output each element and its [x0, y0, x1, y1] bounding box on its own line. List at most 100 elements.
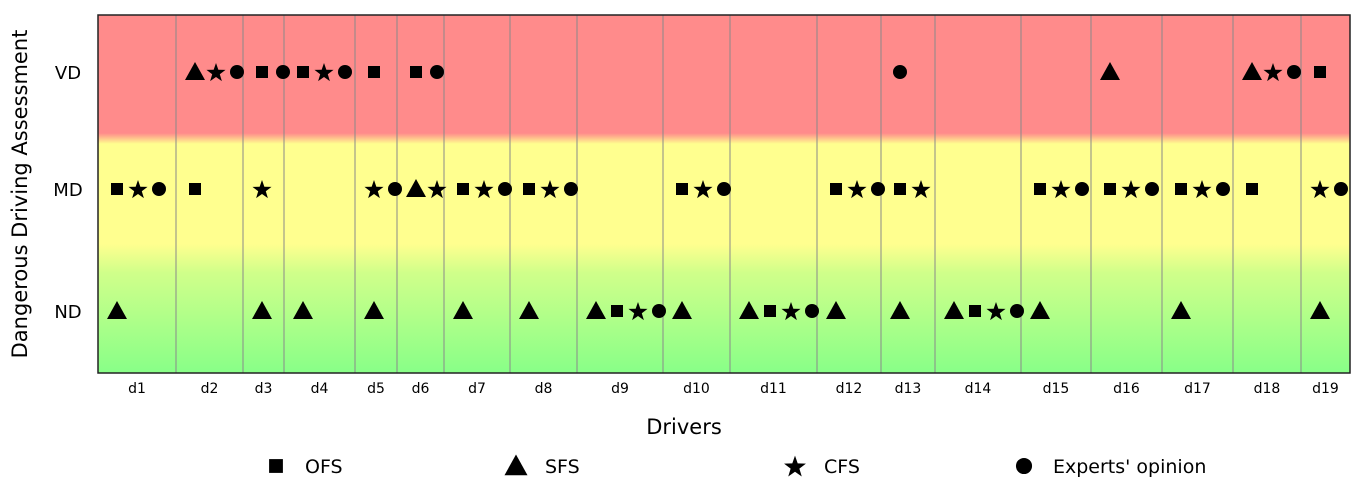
marker-d13-triangle [890, 301, 910, 319]
marker-d14-square [969, 305, 981, 317]
x-tick-d7: d7 [468, 381, 486, 397]
y-axis-label: Dangerous Driving Assessment [8, 30, 32, 359]
marker-d11-triangle [739, 301, 759, 319]
marker-d6-star [427, 180, 447, 199]
marker-d15-star [1051, 180, 1071, 199]
y-tick-nd: ND [54, 302, 81, 323]
x-tick-labels: d1 d2 d3 d4 d5 d6 d7 d8 d9 d10 d11 d12 d13 d14 d15 d16 d… [128, 381, 1339, 397]
x-tick-d9: d9 [611, 381, 629, 397]
marker-d16-circle [1145, 182, 1159, 196]
marker-d10-star [693, 180, 713, 199]
legend: OFS SFS CFS Experts' opinion [269, 454, 1206, 478]
marker-d9-star [628, 302, 648, 321]
marker-d18-star [1263, 63, 1283, 82]
x-tick-d2: d2 [201, 381, 219, 397]
marker-d1-square [111, 183, 123, 195]
marker-d16-star [1121, 180, 1141, 199]
marker-d17-star [1192, 180, 1212, 199]
marker-d5-square [368, 66, 380, 78]
marker-d18-circle [1287, 65, 1301, 79]
legend-label-star: CFS [824, 456, 860, 478]
marker-d6-square [410, 66, 422, 78]
marker-d15-triangle [1030, 301, 1050, 319]
marker-d12-square [830, 183, 842, 195]
marker-d1-triangle [107, 301, 127, 319]
marker-d8-star [540, 180, 560, 199]
legend-label-triangle: SFS [545, 456, 580, 478]
marker-d7-circle [498, 182, 512, 196]
marker-d18-square [1246, 183, 1258, 195]
marker-d17-circle [1216, 182, 1230, 196]
x-tick-d13: d13 [895, 381, 922, 397]
marker-d18-triangle [1242, 62, 1262, 80]
marker-d6-triangle [406, 179, 426, 197]
x-tick-d11: d11 [760, 381, 787, 397]
x-tick-d10: d10 [683, 381, 710, 397]
marker-d17-square [1175, 183, 1187, 195]
x-tick-d16: d16 [1113, 381, 1140, 397]
marker-d7-triangle [453, 301, 473, 319]
marker-d19-triangle [1310, 301, 1330, 319]
marker-d10-square [676, 183, 688, 195]
marker-d16-triangle [1100, 62, 1120, 80]
marker-d7-star [474, 180, 494, 199]
marker-d16-square [1104, 183, 1116, 195]
marker-d11-star [781, 302, 801, 321]
x-tick-d14: d14 [965, 381, 992, 397]
x-tick-d6: d6 [412, 381, 430, 397]
marker-d5-triangle [364, 301, 384, 319]
marker-d14-star [986, 302, 1006, 321]
legend-triangle-icon [504, 454, 528, 476]
x-tick-d8: d8 [535, 381, 553, 397]
marker-d2-star [206, 63, 226, 82]
marker-d7-square [457, 183, 469, 195]
marker-d15-square [1034, 183, 1046, 195]
marker-d5-star [364, 180, 384, 199]
x-tick-d17: d17 [1184, 381, 1211, 397]
marker-d14-circle [1010, 304, 1024, 318]
x-tick-d18: d18 [1254, 381, 1281, 397]
marker-d2-circle [230, 65, 244, 79]
x-tick-d5: d5 [367, 381, 385, 397]
marker-d6-circle [430, 65, 444, 79]
marker-d12-star [847, 180, 867, 199]
x-tick-d4: d4 [311, 381, 329, 397]
y-tick-md: MD [53, 180, 82, 201]
marker-d10-triangle [672, 301, 692, 319]
marker-d4-circle [338, 65, 352, 79]
plot-frame [97, 14, 1351, 374]
marker-d2-triangle [185, 62, 205, 80]
x-tick-d15: d15 [1043, 381, 1070, 397]
marker-d13-circle [893, 65, 907, 79]
data-markers [107, 62, 1348, 321]
marker-d14-triangle [944, 301, 964, 319]
legend-circle-icon [1015, 457, 1033, 475]
x-tick-d12: d12 [836, 381, 863, 397]
legend-label-circle: Experts' opinion [1053, 456, 1206, 478]
x-tick-d1: d1 [128, 381, 146, 397]
marker-d3-star [252, 180, 272, 199]
marker-d4-square [297, 66, 309, 78]
marker-d17-triangle [1171, 301, 1191, 319]
x-axis-label: Drivers [646, 415, 722, 439]
marker-d19-circle [1334, 182, 1348, 196]
marker-d4-star [314, 63, 334, 82]
marker-d9-square [611, 305, 623, 317]
marker-d11-square [764, 305, 776, 317]
marker-d3-circle [276, 65, 290, 79]
x-tick-d19: d19 [1312, 381, 1339, 397]
marker-d1-circle [152, 182, 166, 196]
marker-d5-circle [388, 182, 402, 196]
marker-d3-square [256, 66, 268, 78]
marker-d8-triangle [519, 301, 539, 319]
marker-d12-circle [871, 182, 885, 196]
legend-star-icon [784, 455, 806, 477]
marker-d4-triangle [293, 301, 313, 319]
marker-d11-circle [805, 304, 819, 318]
legend-square-icon [269, 459, 283, 473]
marker-d13-star [911, 180, 931, 199]
marker-d1-star [128, 180, 148, 199]
marker-d19-square [1314, 66, 1326, 78]
marker-d10-circle [717, 182, 731, 196]
